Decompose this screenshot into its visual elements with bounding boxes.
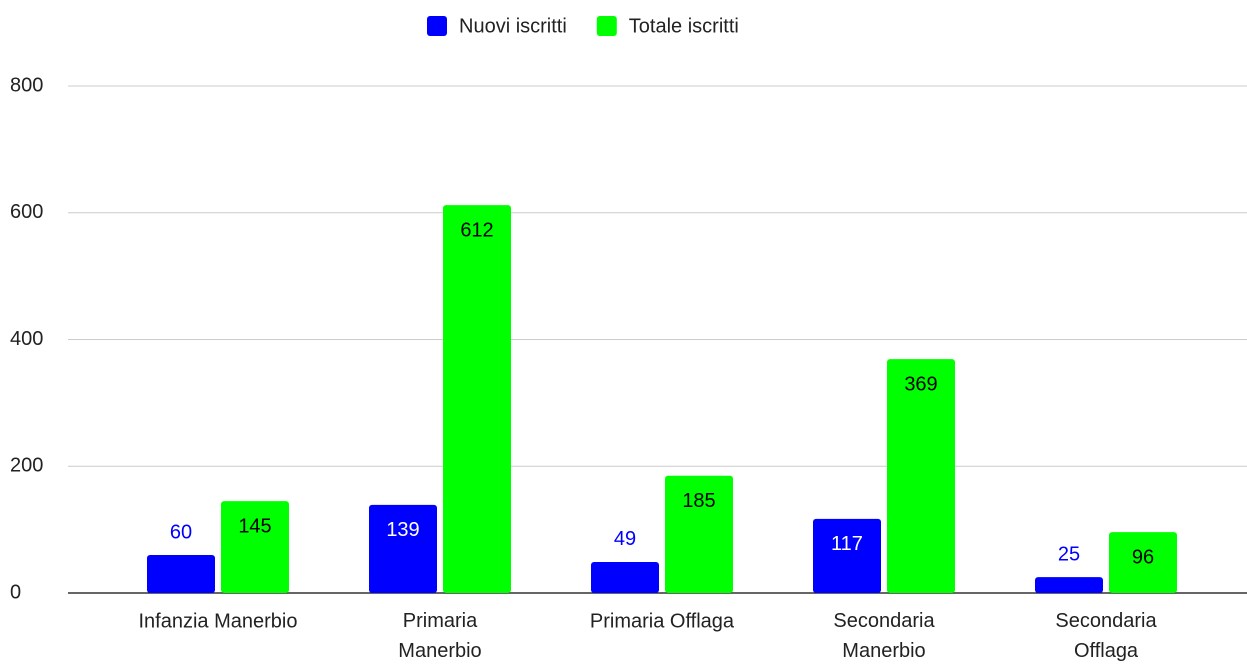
legend-label: Nuovi iscritti: [459, 15, 567, 37]
data-label: 369: [904, 373, 937, 395]
bar: [1035, 577, 1103, 593]
data-label: 96: [1132, 546, 1154, 568]
data-label: 60: [170, 521, 192, 543]
y-tick-label: 200: [10, 455, 43, 477]
bar: [665, 475, 733, 593]
x-tick-label: Secondaria Manerbio: [833, 610, 935, 662]
x-tick-label: Secondaria Offlaga: [1055, 610, 1157, 662]
data-label: 145: [238, 515, 271, 537]
bar: [887, 359, 955, 593]
bar: [221, 501, 289, 593]
data-label: 117: [831, 533, 863, 555]
bar: [443, 205, 511, 593]
data-label: 139: [386, 519, 419, 541]
bar: [1109, 532, 1177, 593]
legend-swatch: [427, 16, 447, 36]
x-tick-label: Infanzia Manerbio: [139, 610, 298, 632]
x-tick-label: Primaria Manerbio: [398, 610, 481, 662]
bar: [591, 561, 659, 593]
legend-label: Totale iscritti: [629, 15, 739, 37]
y-tick-label: 600: [10, 201, 43, 223]
bar: [813, 518, 881, 593]
bar: [147, 554, 215, 593]
y-tick-label: 400: [10, 328, 43, 350]
bar: [369, 504, 437, 593]
data-label: 185: [682, 490, 715, 512]
data-label: 612: [460, 219, 493, 241]
x-tick-label: Primaria Offlaga: [590, 610, 735, 632]
y-tick-label: 800: [10, 74, 43, 96]
data-label: 25: [1058, 543, 1080, 565]
data-label: 49: [614, 528, 636, 550]
legend-swatch: [596, 16, 617, 36]
y-tick-label: 0: [10, 581, 21, 603]
